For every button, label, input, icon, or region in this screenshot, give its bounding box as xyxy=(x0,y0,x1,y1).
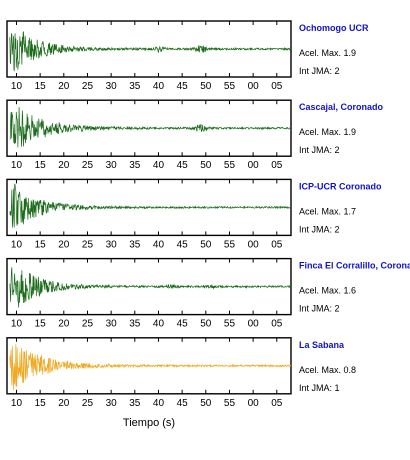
station-name: Cascajal, Coronado xyxy=(299,102,384,112)
x-tick-label: 15 xyxy=(35,239,47,250)
x-tick-label: 55 xyxy=(224,398,236,409)
pga-label: Acel. Max. 0.8 xyxy=(299,365,356,375)
x-tick-label: 35 xyxy=(129,160,141,171)
station-name: ICP-UCR Coronado xyxy=(299,181,382,191)
x-tick-label: 50 xyxy=(200,319,212,330)
x-tick-label: 10 xyxy=(11,319,23,330)
x-tick-label: 15 xyxy=(35,398,47,409)
waveform-trace xyxy=(9,343,292,391)
waveform-trace xyxy=(9,31,292,72)
x-tick-label: 25 xyxy=(82,319,94,330)
panel-frame xyxy=(6,257,292,316)
station-name: La Sabana xyxy=(299,340,345,350)
x-tick-label: 20 xyxy=(58,81,70,92)
x-tick-label: 10 xyxy=(11,81,23,92)
station-panel: 10 15 20 25 30 35 40 45 50 55 00 05 Finca El Corrali… xyxy=(6,257,410,330)
x-tick-label: 30 xyxy=(106,160,118,171)
x-tick-label: 15 xyxy=(35,81,47,92)
x-tick-label: 20 xyxy=(58,160,70,171)
x-tick-label: 40 xyxy=(153,160,165,171)
x-tick-label: 00 xyxy=(248,239,260,250)
station-panel: 10 15 20 25 30 35 40 45 50 55 00 05 ICP-UCR Coronado… xyxy=(6,178,382,250)
x-tick-label: 35 xyxy=(129,81,141,92)
x-tick-label: 00 xyxy=(248,398,260,409)
x-tick-label: 45 xyxy=(177,239,189,250)
x-tick-label: 25 xyxy=(82,239,94,250)
x-tick-label: 05 xyxy=(271,81,283,92)
x-tick-label: 25 xyxy=(82,398,94,409)
waveform-trace xyxy=(9,107,292,148)
x-tick-label: 55 xyxy=(224,81,236,92)
x-tick-label: 35 xyxy=(129,398,141,409)
x-tick-label: 00 xyxy=(248,81,260,92)
x-tick-label: 00 xyxy=(248,160,260,171)
panel-frame xyxy=(6,337,292,395)
x-axis-title: Tiempo (s) xyxy=(123,417,175,429)
jma-intensity-label: Int JMA: 2 xyxy=(299,304,340,314)
station-panel: 10 15 20 25 30 35 40 45 50 55 00 05 Ochomogo UCR Acel… xyxy=(6,20,369,92)
pga-label: Acel. Max. 1.9 xyxy=(299,127,356,137)
x-tick-label: 20 xyxy=(58,239,70,250)
x-tick-label: 35 xyxy=(129,239,141,250)
jma-intensity-label: Int JMA: 2 xyxy=(299,145,340,155)
pga-label: Acel. Max. 1.9 xyxy=(299,48,356,58)
jma-intensity-label: Int JMA: 1 xyxy=(299,383,340,393)
x-tick-label: 05 xyxy=(271,319,283,330)
station-panel: 10 15 20 25 30 35 40 45 50 55 00 05 La Sabana Acel. M… xyxy=(6,337,356,409)
x-tick-label: 20 xyxy=(58,398,70,409)
x-tick-label: 55 xyxy=(224,160,236,171)
waveform-trace xyxy=(9,183,292,228)
x-tick-label: 30 xyxy=(106,81,118,92)
x-tick-label: 40 xyxy=(153,239,165,250)
x-tick-label: 10 xyxy=(11,160,23,171)
x-tick-label: 10 xyxy=(11,239,23,250)
station-name: Finca El Corralillo, Coronado xyxy=(299,261,410,271)
x-tick-label: 05 xyxy=(271,398,283,409)
jma-intensity-label: Int JMA: 2 xyxy=(299,224,340,234)
x-tick-label: 15 xyxy=(35,319,47,330)
x-tick-label: 50 xyxy=(200,239,212,250)
x-tick-label: 20 xyxy=(58,319,70,330)
jma-intensity-label: Int JMA: 2 xyxy=(299,66,340,76)
x-tick-label: 55 xyxy=(224,239,236,250)
x-tick-label: 50 xyxy=(200,160,212,171)
x-tick-label: 25 xyxy=(82,81,94,92)
pga-label: Acel. Max. 1.6 xyxy=(299,286,356,296)
x-tick-label: 40 xyxy=(153,398,165,409)
x-tick-label: 25 xyxy=(82,160,94,171)
x-tick-label: 55 xyxy=(224,319,236,330)
pga-label: Acel. Max. 1.7 xyxy=(299,206,356,216)
x-tick-label: 45 xyxy=(177,398,189,409)
x-tick-label: 00 xyxy=(248,319,260,330)
panel-frame xyxy=(6,20,292,78)
station-name: Ochomogo UCR xyxy=(299,23,369,33)
x-tick-label: 05 xyxy=(271,239,283,250)
x-tick-label: 30 xyxy=(106,319,118,330)
x-tick-label: 50 xyxy=(200,398,212,409)
x-tick-label: 45 xyxy=(177,160,189,171)
x-tick-label: 45 xyxy=(177,81,189,92)
x-tick-label: 35 xyxy=(129,319,141,330)
x-tick-label: 50 xyxy=(200,81,212,92)
x-tick-label: 40 xyxy=(153,319,165,330)
x-tick-label: 30 xyxy=(106,398,118,409)
x-tick-label: 10 xyxy=(11,398,23,409)
waveform-trace xyxy=(9,267,292,308)
x-tick-label: 40 xyxy=(153,81,165,92)
x-tick-label: 15 xyxy=(35,160,47,171)
x-tick-label: 05 xyxy=(271,160,283,171)
station-panel: 10 15 20 25 30 35 40 45 50 55 00 05 Cascajal, Corona… xyxy=(6,99,384,171)
x-tick-label: 45 xyxy=(177,319,189,330)
x-tick-label: 30 xyxy=(106,239,118,250)
